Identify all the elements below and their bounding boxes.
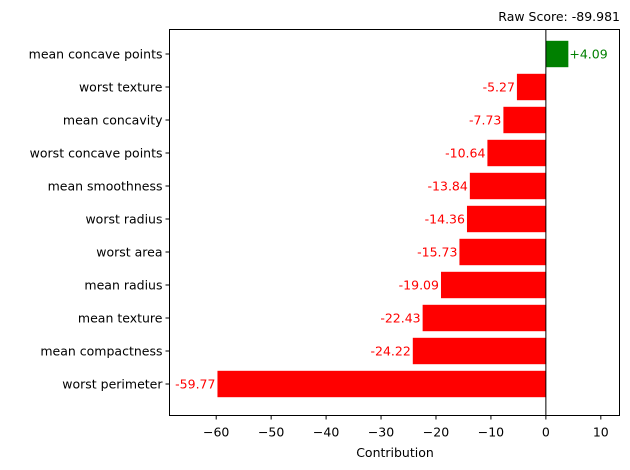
bar-5	[466, 205, 546, 233]
y-tick-label-8: mean texture	[78, 311, 163, 326]
value-label-3: -10.64	[445, 146, 485, 161]
bar-10	[217, 370, 546, 398]
bars	[217, 40, 569, 398]
x-tick-label-1: −50	[258, 425, 284, 440]
plot-frame	[169, 29, 620, 416]
y-tick-label-2: mean concavity	[63, 113, 163, 128]
bar-6	[459, 238, 546, 266]
x-tick-label-5: −10	[478, 425, 504, 440]
x-tick-label-6: 0	[542, 425, 550, 440]
value-label-4: -13.84	[428, 179, 468, 194]
x-tick-label-0: −60	[203, 425, 229, 440]
y-axis: mean concave points worst texture mean con…	[29, 47, 170, 392]
value-label-10: -59.77	[175, 377, 215, 392]
y-tick-label-6: worst area	[96, 245, 162, 260]
bar-0	[545, 40, 569, 68]
y-tick-label-7: mean radius	[84, 278, 162, 293]
value-label-6: -15.73	[417, 245, 457, 260]
bar-8	[422, 304, 546, 332]
x-axis: −60 −50 −40 −30 −20 −10 0 10	[203, 415, 609, 440]
x-axis-label: Contribution	[356, 445, 434, 460]
raw-score-annotation: Raw Score: -89.981	[498, 9, 620, 24]
value-label-5: -14.36	[425, 212, 465, 227]
value-label-0: +4.09	[569, 47, 607, 62]
y-tick-label-4: mean smoothness	[48, 179, 163, 194]
y-tick-label-1: worst texture	[79, 80, 163, 95]
y-tick-label-9: mean compactness	[40, 344, 162, 359]
bar-7	[440, 271, 546, 299]
x-tick-label-4: −20	[423, 425, 449, 440]
y-tick-label-0: mean concave points	[29, 47, 163, 62]
x-tick-label-7: 10	[593, 425, 609, 440]
bar-3	[487, 139, 546, 167]
value-label-7: -19.09	[399, 278, 439, 293]
value-label-8: -22.43	[380, 311, 420, 326]
y-tick-label-10: worst perimeter	[62, 377, 163, 392]
y-tick-label-5: worst radius	[85, 212, 162, 227]
value-label-1: -5.27	[483, 80, 515, 95]
bar-2	[503, 106, 546, 134]
bar-9	[412, 337, 546, 365]
bar-4	[469, 172, 546, 200]
value-label-2: -7.73	[469, 113, 501, 128]
x-tick-label-2: −40	[313, 425, 339, 440]
y-tick-label-3: worst concave points	[30, 146, 163, 161]
value-label-9: -24.22	[370, 344, 410, 359]
x-tick-label-3: −30	[368, 425, 394, 440]
bar-1	[516, 73, 546, 101]
value-labels: +4.09 -5.27 -7.73 -10.64 -13.84 -14.36 -15.73 -…	[175, 47, 608, 392]
